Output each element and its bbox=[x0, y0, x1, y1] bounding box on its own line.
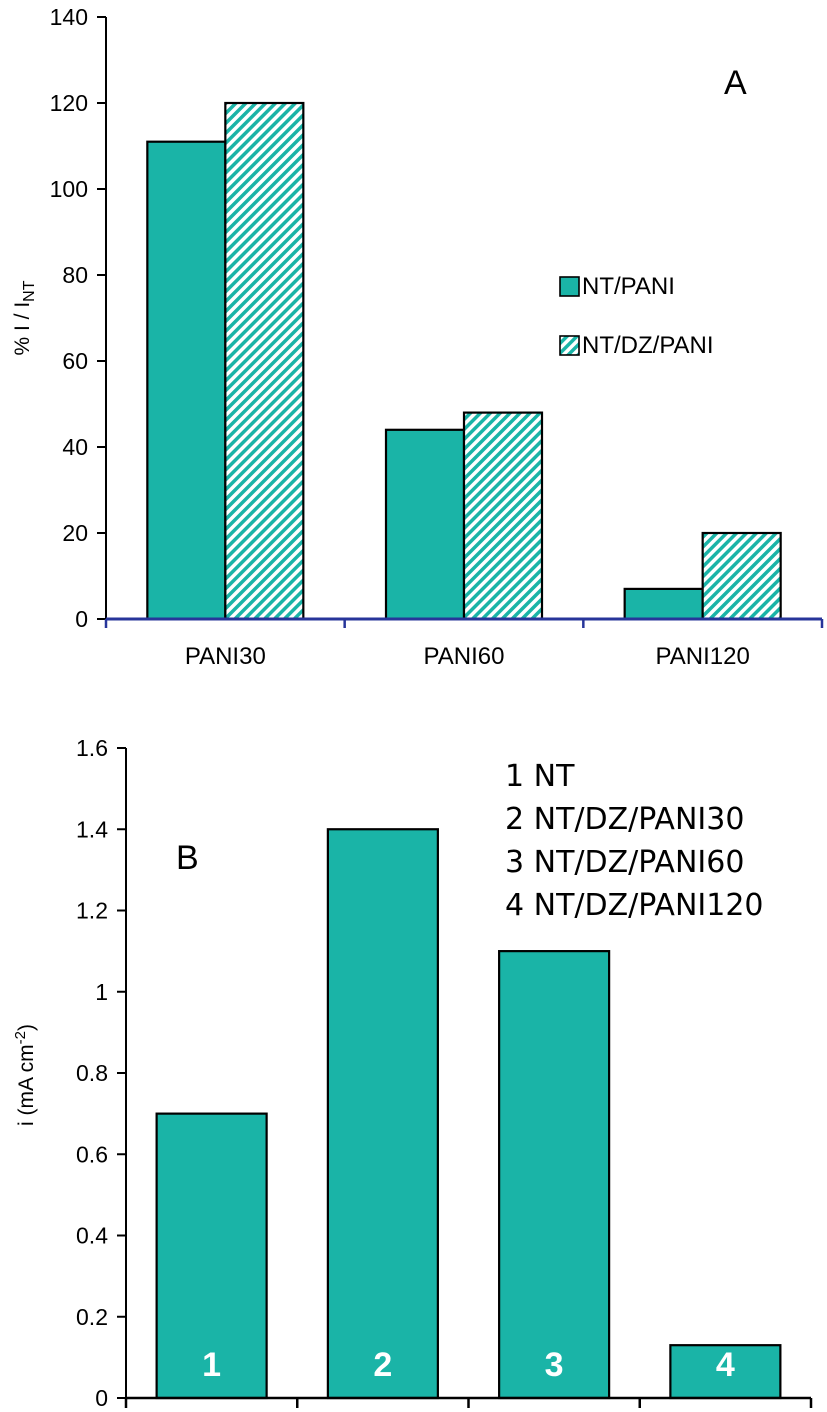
annotation-1-nt: 1 NT bbox=[505, 759, 575, 794]
chart-b-y-tick-label: 0.6 bbox=[76, 1141, 108, 1167]
bar-nt-dz-pani-pani120 bbox=[701, 531, 782, 621]
panel-a-letter: A bbox=[724, 64, 747, 102]
annotation-2-nt-dz-pani30: 2 NT/DZ/PANI30 bbox=[505, 802, 744, 837]
legend-swatch-nt-dz-pani bbox=[559, 335, 580, 356]
chart-b-y-tick-label: 1.6 bbox=[76, 735, 108, 761]
bar-number-label: 4 bbox=[716, 1346, 735, 1384]
chart-b-y-tick-label: 1.2 bbox=[76, 898, 108, 924]
bar-nt-pani-pani60 bbox=[384, 428, 466, 621]
legend-swatch-nt-pani bbox=[559, 276, 580, 297]
chart-b-bars: 1 2 3 4 bbox=[155, 828, 782, 1400]
chart-a-y-tick-label: 20 bbox=[62, 520, 88, 546]
chart-a-y-tick-label: 80 bbox=[62, 262, 88, 288]
bar-2 bbox=[326, 828, 439, 1400]
panel-b-letter: B bbox=[176, 839, 199, 877]
bar-nt-pani-pani30 bbox=[146, 140, 227, 621]
chart-panel-a: 0 20 40 60 80 100 120 140 PANI30 PANI60 PANI120 A… bbox=[11, 4, 824, 670]
bar-nt-dz-pani-pani30 bbox=[224, 101, 305, 621]
chart-b-y-axis-title: i (mA cm-2) bbox=[12, 1024, 38, 1126]
bar-nt-dz-pani-pani60 bbox=[462, 411, 544, 621]
chart-a-x-tick-label: PANI60 bbox=[424, 643, 505, 670]
annotation-4-nt-dz-pani120: 4 NT/DZ/PANI120 bbox=[505, 888, 764, 923]
chart-b-y-tick-label: 0.8 bbox=[76, 1060, 108, 1086]
chart-a-x-tick-label: PANI30 bbox=[185, 643, 266, 670]
chart-a-y-axis: 0 20 40 60 80 100 120 140 bbox=[50, 4, 107, 632]
bar-number-label: 1 bbox=[202, 1346, 221, 1384]
legend-label-nt-pani: NT/PANI bbox=[582, 273, 675, 300]
chart-a-y-axis-title: % I / INT bbox=[11, 280, 38, 355]
bar-number-label: 3 bbox=[545, 1346, 564, 1384]
legend-label-nt-dz-pani: NT/DZ/PANI bbox=[582, 332, 714, 359]
chart-panel-b: 1 2 3 4 0 0.2 0.4 0.6 0.8 1 1.2 1.4 1.6 B i (mA cm-… bbox=[12, 735, 813, 1411]
chart-b-y-tick-label: 0.2 bbox=[76, 1304, 108, 1330]
chart-b-y-tick-label: 0 bbox=[95, 1385, 108, 1411]
chart-b-y-axis: 0 0.2 0.4 0.6 0.8 1 1.2 1.4 1.6 bbox=[76, 735, 127, 1411]
bar-number-label: 2 bbox=[373, 1346, 392, 1384]
chart-a-y-tick-label: 0 bbox=[75, 606, 88, 632]
bar-1 bbox=[155, 1112, 268, 1400]
chart-b-annotation-list: 1 NT 2 NT/DZ/PANI30 3 NT/DZ/PANI60 4 NT/… bbox=[505, 759, 764, 923]
bar-nt-pani-pani120 bbox=[623, 587, 704, 621]
chart-b-y-tick-label: 0.4 bbox=[76, 1223, 108, 1249]
chart-a-x-tick-label: PANI120 bbox=[656, 643, 750, 670]
chart-b-y-tick-label: 1 bbox=[95, 979, 108, 1005]
bar-3 bbox=[498, 950, 611, 1400]
chart-a-y-tick-label: 100 bbox=[50, 176, 88, 202]
chart-a-y-tick-label: 40 bbox=[62, 434, 88, 460]
chart-b-y-tick-label: 1.4 bbox=[76, 816, 108, 842]
chart-a-y-tick-label: 140 bbox=[50, 4, 88, 30]
chart-a-y-tick-label: 120 bbox=[50, 90, 88, 116]
bar-4 bbox=[669, 1344, 782, 1400]
annotation-3-nt-dz-pani60: 3 NT/DZ/PANI60 bbox=[505, 845, 744, 880]
chart-b-x-axis bbox=[124, 1396, 813, 1408]
chart-a-y-tick-label: 60 bbox=[62, 348, 88, 374]
chart-a-legend: NT/PANI NT/DZ/PANI bbox=[559, 273, 714, 359]
chart-a-bars bbox=[146, 101, 782, 621]
chart-a-x-axis: PANI30 PANI60 PANI120 bbox=[104, 617, 824, 670]
